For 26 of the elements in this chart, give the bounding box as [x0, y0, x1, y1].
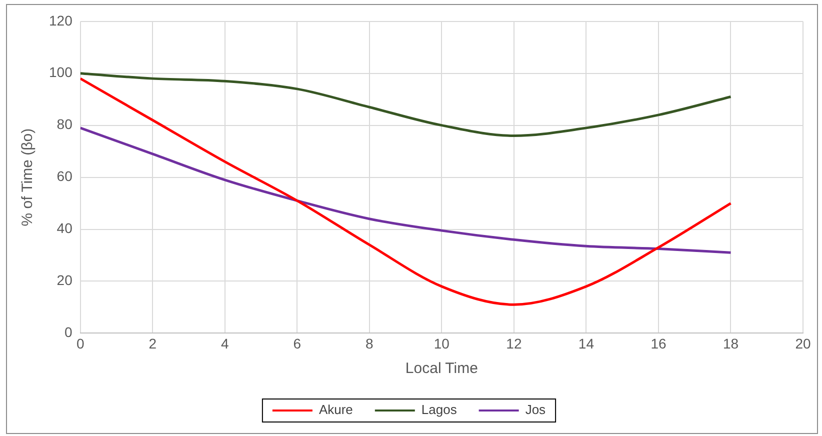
legend-label: Lagos — [421, 402, 458, 418]
x-tick-label: 16 — [650, 335, 666, 352]
x-tick-label: 14 — [578, 335, 594, 352]
line-series — [80, 72, 732, 137]
x-tick-label: 8 — [366, 335, 374, 352]
x-axis-title: Local Time — [405, 360, 478, 378]
x-tick-label: 10 — [434, 335, 450, 352]
x-tick-label: 20 — [795, 335, 811, 352]
y-axis-title: % of Time (βo) — [19, 128, 36, 226]
x-tick-label: 4 — [220, 335, 229, 352]
x-tick-label: 2 — [148, 335, 157, 352]
line-series — [80, 126, 732, 254]
legend-label: Akure — [318, 402, 353, 418]
y-tick-label: 40 — [56, 220, 73, 236]
x-tick-label: 18 — [722, 335, 739, 352]
line-series — [80, 77, 732, 306]
y-tick-label: 100 — [49, 64, 73, 80]
x-tick-label: 0 — [76, 335, 84, 352]
y-tick-label: 80 — [56, 116, 73, 132]
y-tick-label: 120 — [49, 12, 73, 28]
y-tick-label: 60 — [56, 168, 73, 184]
legend-label: Jos — [525, 402, 546, 418]
x-tick-label: 6 — [293, 335, 302, 352]
y-tick-label: 0 — [64, 324, 73, 340]
x-tick-label: 12 — [506, 335, 522, 352]
y-tick-label: 20 — [56, 272, 73, 288]
